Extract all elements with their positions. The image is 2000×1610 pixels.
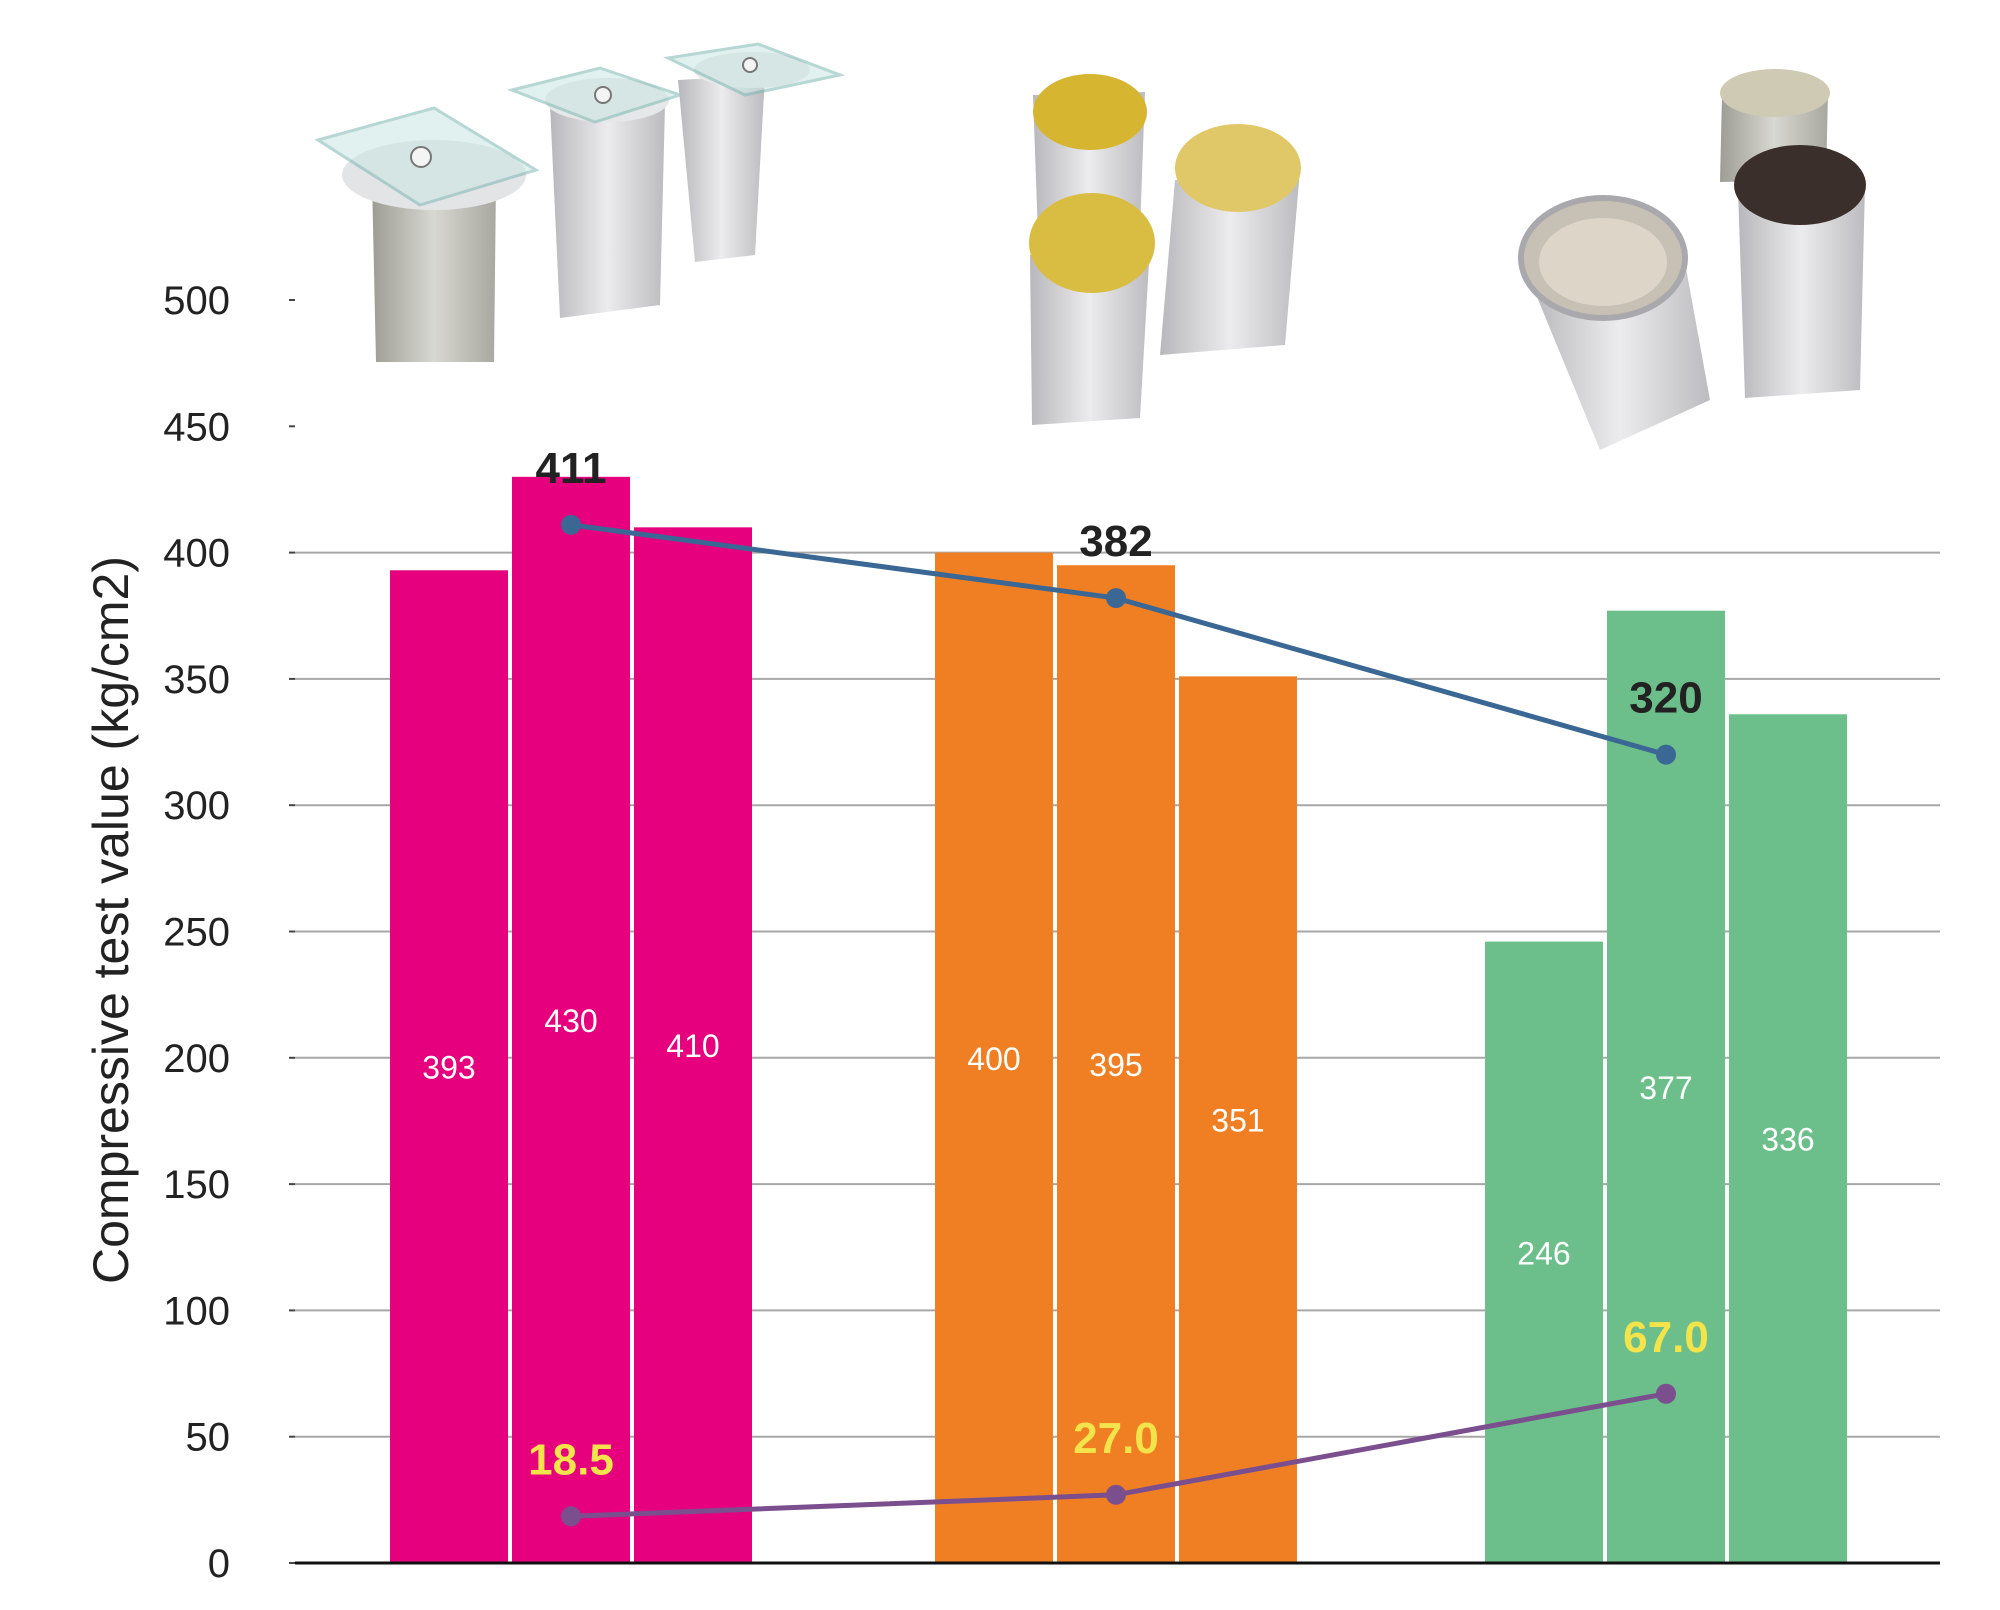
bar (1179, 676, 1297, 1563)
y-tick-label: 300 (163, 784, 230, 828)
bars: 393 430 410 400 395 351 246 377 336 (390, 476, 1847, 1563)
bar-value-label: 395 (1089, 1047, 1142, 1083)
sulfur-capped-cylinders-photo (1029, 74, 1301, 425)
y-tick-label: 500 (163, 279, 230, 323)
line-point (1656, 1383, 1676, 1404)
line-point (1106, 588, 1126, 609)
y-tick-label: 200 (163, 1037, 230, 1081)
bar-value-label: 336 (1761, 1122, 1814, 1158)
rubber-capped-cylinders-photo (1518, 69, 1866, 450)
line-value-label: 411 (536, 444, 607, 493)
bar-value-label: 377 (1639, 1070, 1692, 1106)
bar (1057, 565, 1175, 1563)
line-point (1656, 744, 1676, 765)
concrete-cylinder-icon (1518, 195, 1710, 450)
bar (1729, 714, 1847, 1563)
concrete-cylinder-icon (1160, 124, 1301, 355)
y-tick-label: 150 (163, 1163, 230, 1207)
line-value-label: 67.0 (1623, 1313, 1709, 1362)
y-tick-label: 400 (163, 532, 230, 576)
bar (935, 552, 1053, 1563)
y-tick-label: 100 (163, 1289, 230, 1333)
concrete-cylinder-icon (1029, 193, 1155, 425)
line-point (561, 1506, 581, 1527)
bar (1485, 941, 1603, 1563)
line-point (561, 514, 581, 535)
line-value-label: 320 (1629, 674, 1702, 723)
bar-value-label: 410 (666, 1028, 719, 1064)
line-value-label: 18.5 (528, 1435, 614, 1484)
bar (1607, 610, 1725, 1563)
line-value-label: 382 (1079, 517, 1152, 566)
y-tick-label: 0 (208, 1542, 230, 1586)
concrete-cylinder-icon (314, 106, 540, 362)
line-point (1106, 1484, 1126, 1505)
lines: 411 382 320 18.5 27.0 67.0 (528, 444, 1709, 1527)
bar (390, 570, 508, 1563)
y-tick-label: 450 (163, 405, 230, 449)
y-tick-label: 350 (163, 658, 230, 702)
concrete-cylinder-icon (1734, 145, 1866, 398)
bar-value-label: 400 (967, 1041, 1020, 1077)
concrete-cylinder-icon (662, 42, 846, 262)
bar-value-label: 351 (1211, 1103, 1264, 1139)
line-value-label: 27.0 (1073, 1414, 1159, 1463)
bar-value-label: 393 (422, 1050, 475, 1086)
glass-capped-cylinders-photo (314, 42, 846, 362)
y-axis-title: Compressive test value (kg/cm2) (83, 556, 139, 1284)
y-tick-label: 50 (186, 1416, 231, 1460)
bar-value-label: 430 (544, 1003, 597, 1039)
bar (512, 476, 630, 1563)
concrete-cylinder-icon (507, 66, 685, 318)
bar (634, 527, 752, 1563)
bar-value-label: 246 (1517, 1235, 1570, 1271)
y-axis: 0 50 100 150 200 250 300 350 400 450 500 (163, 279, 295, 1586)
y-tick-label: 250 (163, 911, 230, 955)
